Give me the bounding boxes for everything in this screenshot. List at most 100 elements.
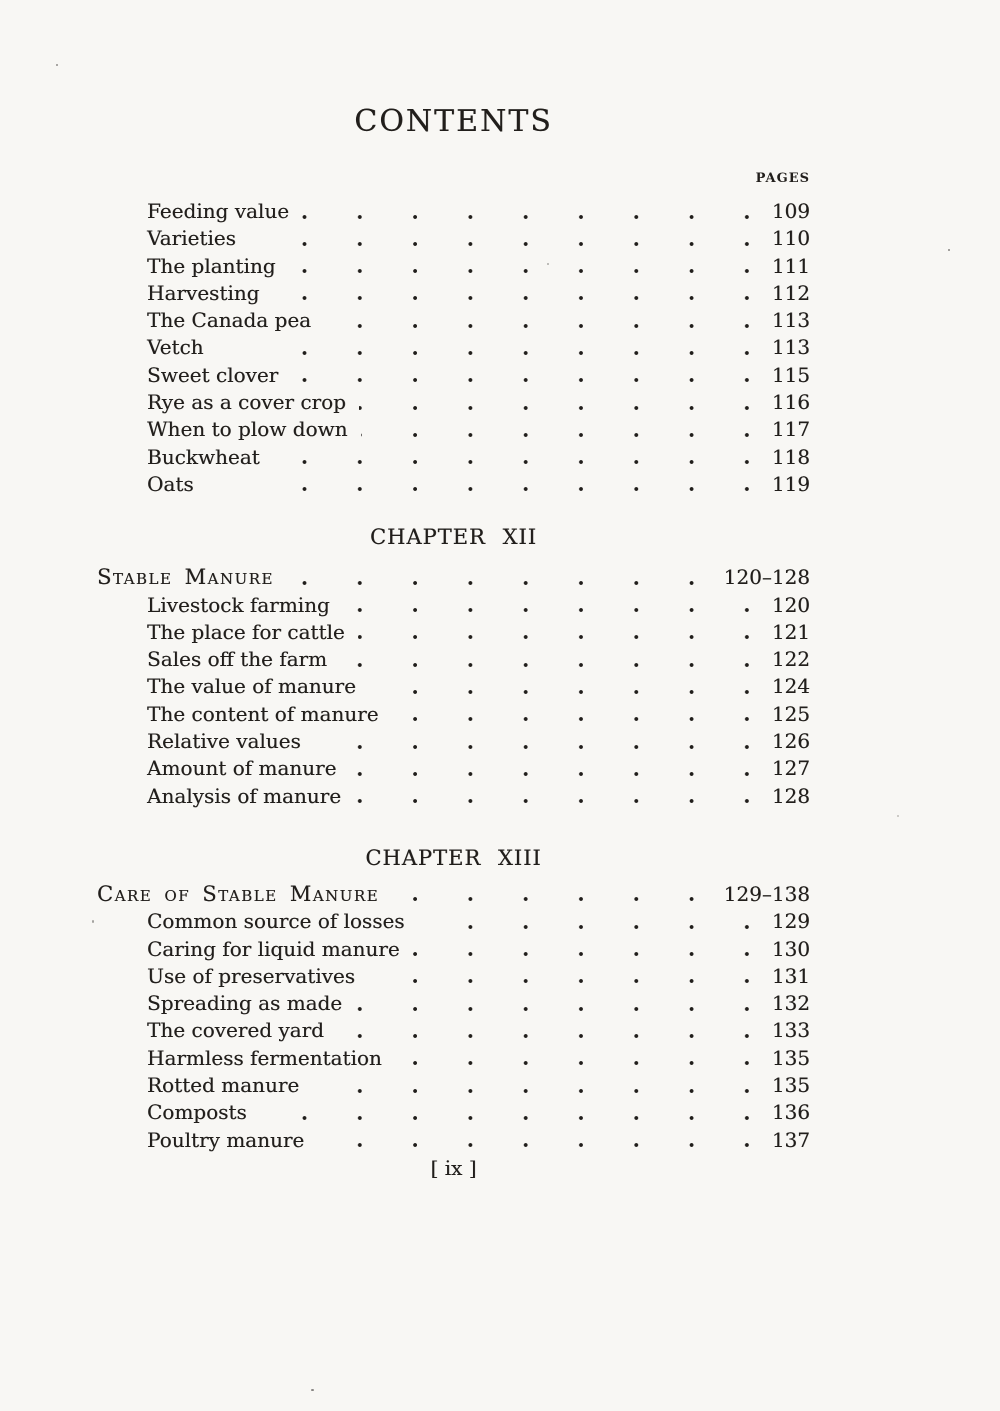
toc-entry-page: 135 (755, 1044, 810, 1073)
toc-entry-label: Rye as a cover crop (147, 389, 359, 417)
dot-leader (277, 894, 806, 905)
dot-leader (277, 768, 806, 779)
toc-row: Sales off the farm 122 (97, 646, 810, 674)
toc-row: Harvesting 112 (97, 279, 810, 308)
toc-row: Harmless fermentation 135 (97, 1044, 810, 1073)
toc-entry-label: Livestock farming (147, 591, 343, 619)
toc-entry-page: 113 (755, 307, 810, 335)
toc-entry-label: Relative values (147, 728, 314, 756)
toc-row: The place for cattle 121 (97, 618, 810, 647)
toc-row: The content of manure 125 (97, 700, 810, 729)
toc-entry-page: 127 (755, 755, 810, 783)
chapter-block: CHAPTER XII Stable Manure 120–128 Livest… (97, 522, 810, 810)
toc-entry-page: 122 (755, 646, 810, 674)
toc-row: Feeding value 109 (97, 198, 810, 226)
dot-leader (277, 741, 806, 752)
dot-leader (277, 632, 806, 643)
toc-entry-label: Composts (147, 1099, 260, 1127)
toc-entry-label: Analysis of manure (147, 782, 355, 810)
toc-entry-label: The value of manure (147, 673, 369, 701)
toc-entry-page: 129 (755, 908, 810, 936)
scan-speck (56, 64, 58, 66)
toc-row: Rye as a cover crop 116 (97, 389, 810, 417)
toc-row: Common source of losses 129 (97, 908, 810, 936)
toc-row: Use of preservatives 131 (97, 962, 810, 991)
toc-row: Buckwheat 118 (97, 443, 810, 471)
dot-leader (277, 1058, 806, 1069)
dot-leader (277, 457, 806, 468)
toc-entry-label: When to plow down (147, 416, 361, 444)
toc-row: The Canada pea 113 (97, 307, 810, 335)
toc-entry-label: The planting (147, 252, 289, 280)
toc-entry-page: 116 (755, 389, 810, 417)
dot-leader (277, 1085, 806, 1096)
dot-leader (277, 1003, 806, 1014)
toc-entry-label: Common source of losses (147, 908, 418, 936)
scan-speck (897, 815, 899, 817)
dot-leader (277, 1112, 806, 1123)
scan-speck (92, 920, 94, 923)
dot-leader (277, 976, 806, 987)
toc-row: Relative values 126 (97, 728, 810, 756)
toc-entry-page: 120 (755, 591, 810, 619)
toc-entry-page: 126 (755, 728, 810, 756)
toc-entry-label: Spreading as made (147, 990, 356, 1018)
chapter-rows: Care of Stable Manure 129–138 Common sou… (97, 880, 810, 1154)
toc-row: Oats 119 (97, 470, 810, 499)
toc-row: The value of manure 124 (97, 673, 810, 701)
toc-entry-page: 129–138 (707, 880, 810, 909)
toc-row: Poultry manure 137 (97, 1126, 810, 1154)
toc-entry-page: 118 (755, 443, 810, 471)
toc-entry-page: 112 (755, 279, 810, 308)
toc-row: The covered yard 133 (97, 1017, 810, 1045)
toc-row: Livestock farming 120 (97, 591, 810, 619)
toc-entry-label: The Canada pea (147, 307, 325, 335)
toc-entry-label: Varieties (147, 225, 249, 253)
toc-entry-label: Vetch (147, 334, 217, 362)
chapter-block: CHAPTER XIII Care of Stable Manure 129–1… (97, 843, 810, 1154)
toc-entry-page: 137 (755, 1126, 810, 1154)
dot-leader (277, 266, 806, 277)
toc-entry-label: Sales off the farm (147, 646, 341, 674)
toc-entry-page: 120–128 (707, 564, 810, 592)
chapter-title-row: Stable Manure 120–128 (97, 564, 810, 592)
dot-leader (277, 211, 806, 222)
dot-leader (277, 686, 806, 697)
dot-leader (277, 429, 806, 440)
dot-leader (277, 796, 806, 807)
toc-entry-label: Buckwheat (147, 443, 273, 471)
front-section-rows: Feeding value 109 Varieties 110 The plan… (97, 198, 810, 499)
dot-leader (277, 949, 806, 960)
dot-leader (277, 347, 806, 358)
dot-leader (277, 238, 806, 249)
folio-page-number: [ ix ] (430, 1155, 477, 1180)
pages-column-header: PAGES (755, 171, 810, 186)
toc-row: Composts 136 (97, 1099, 810, 1127)
dot-leader (277, 577, 806, 588)
dot-leader (277, 320, 806, 331)
toc-entry-page: 109 (755, 198, 810, 226)
dot-leader (277, 484, 806, 495)
dot-leader (277, 659, 806, 670)
toc-entry-page: 128 (755, 782, 810, 810)
dot-leader (277, 375, 806, 386)
toc-row: Spreading as made 132 (97, 990, 810, 1018)
toc-content: CONTENTS PAGES Feeding value 109 Varieti… (97, 0, 810, 1182)
toc-entry-label: Rotted manure (147, 1072, 313, 1100)
dot-leader (277, 1030, 806, 1041)
toc-row: Varieties 110 (97, 225, 810, 253)
toc-entry-label: Oats (147, 470, 207, 499)
toc-entry-label: Amount of manure (147, 755, 350, 783)
page-title: CONTENTS (354, 104, 553, 139)
toc-entry-label: Sweet clover (147, 361, 292, 390)
toc-entry-label: The covered yard (147, 1017, 337, 1045)
toc-entry-page: 113 (755, 334, 810, 362)
chapter-heading: CHAPTER XIII (365, 845, 542, 870)
toc-entry-label: Poultry manure (147, 1126, 318, 1154)
toc-entry-label: Feeding value (147, 198, 303, 226)
toc-entry-label: The content of manure (147, 700, 392, 729)
toc-row: When to plow down 117 (97, 416, 810, 444)
toc-entry-page: 135 (755, 1072, 810, 1100)
toc-row: Analysis of manure 128 (97, 782, 810, 810)
